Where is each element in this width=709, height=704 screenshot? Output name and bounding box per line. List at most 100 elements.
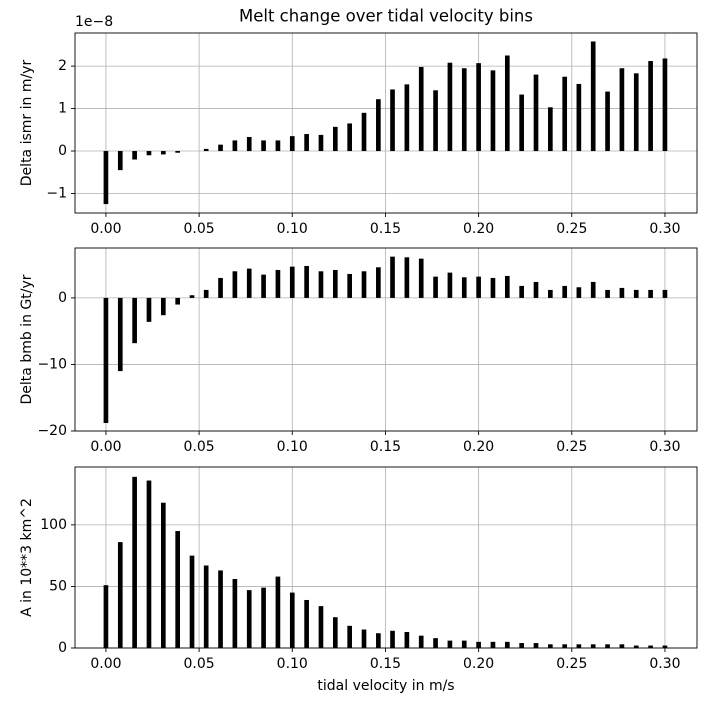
bar	[160, 502, 166, 648]
bar	[246, 137, 252, 152]
bar	[232, 271, 238, 298]
bar	[562, 285, 568, 298]
bar	[289, 592, 295, 648]
bar	[619, 644, 625, 648]
bar	[490, 641, 496, 648]
y-axis-label: Delta bmb in Gt/yr	[19, 274, 35, 404]
bar	[504, 275, 510, 298]
bar	[433, 276, 438, 298]
bar	[418, 258, 424, 298]
bar	[390, 256, 395, 298]
bar	[447, 640, 453, 648]
bar	[160, 297, 166, 316]
bar	[376, 99, 381, 152]
y-tick-label: 50	[49, 578, 67, 594]
bar	[376, 267, 381, 298]
y-tick-label: 0	[58, 290, 67, 306]
x-tick-label: 0.05	[184, 221, 215, 237]
bar	[218, 570, 223, 648]
bar	[261, 587, 266, 648]
bar	[132, 476, 137, 648]
bar	[160, 151, 166, 155]
bar	[246, 268, 252, 298]
bar	[576, 644, 582, 648]
bar	[132, 297, 137, 344]
bar	[490, 70, 496, 152]
bar	[519, 285, 524, 298]
x-tick-label: 0.30	[649, 439, 680, 455]
bar	[361, 112, 367, 152]
bar	[289, 266, 295, 298]
bar	[117, 151, 123, 171]
bar	[504, 55, 510, 152]
bar	[476, 641, 481, 648]
axes-frame	[74, 32, 698, 214]
bar	[447, 62, 453, 152]
bar	[332, 126, 338, 152]
bar	[347, 273, 352, 298]
x-tick-label: 0.00	[90, 221, 121, 237]
bar	[590, 644, 596, 648]
bar	[318, 271, 324, 298]
bar	[203, 565, 209, 648]
bar	[576, 83, 582, 152]
bar	[404, 257, 410, 298]
bar	[605, 289, 610, 298]
y-tick-label: −10	[37, 356, 67, 372]
bar	[548, 289, 553, 298]
x-tick-label: 0.20	[463, 439, 494, 455]
bar	[533, 643, 539, 648]
bar	[275, 269, 281, 298]
bar	[246, 590, 252, 648]
bar	[232, 140, 238, 152]
bar	[332, 269, 338, 298]
y-axis-label: A in 10**3 km^2	[19, 498, 35, 617]
bar	[318, 134, 324, 152]
bar	[261, 140, 266, 152]
bar	[461, 68, 467, 152]
bar	[548, 107, 553, 152]
x-tick-label: 0.10	[277, 439, 308, 455]
x-tick-label: 0.20	[463, 221, 494, 237]
x-tick-label: 0.30	[649, 656, 680, 672]
x-tick-label: 0.05	[184, 439, 215, 455]
bar	[662, 58, 668, 152]
bar	[117, 542, 123, 648]
axes-frame	[74, 466, 698, 649]
bar	[103, 585, 109, 648]
bar	[576, 287, 582, 298]
bar	[232, 579, 238, 648]
bar	[461, 277, 467, 298]
bar	[519, 643, 524, 648]
bar	[562, 644, 568, 648]
bar	[418, 635, 424, 648]
bar	[203, 148, 209, 152]
bar	[562, 76, 568, 152]
bar	[605, 644, 610, 648]
bar	[447, 272, 453, 298]
offset-text: 1e−8	[75, 14, 113, 30]
bar	[633, 73, 639, 152]
x-tick-label: 0.15	[370, 439, 401, 455]
bar	[461, 640, 467, 648]
bar	[332, 617, 338, 648]
x-tick-label: 0.05	[184, 656, 215, 672]
bar	[175, 151, 181, 153]
bar	[648, 61, 653, 152]
x-tick-label: 0.25	[556, 439, 587, 455]
x-tick-label: 0.25	[556, 656, 587, 672]
bar	[318, 606, 324, 648]
bar	[175, 531, 181, 648]
bar	[304, 134, 309, 152]
bar	[548, 644, 553, 648]
bar	[519, 94, 524, 152]
bar	[590, 41, 596, 152]
bar	[304, 599, 309, 648]
bar	[218, 144, 223, 152]
bar	[189, 555, 195, 648]
y-tick-label: −20	[37, 423, 67, 439]
x-tick-label: 0.15	[370, 656, 401, 672]
y-tick-label: 100	[40, 517, 67, 533]
bar	[275, 576, 281, 648]
bar	[361, 629, 367, 648]
